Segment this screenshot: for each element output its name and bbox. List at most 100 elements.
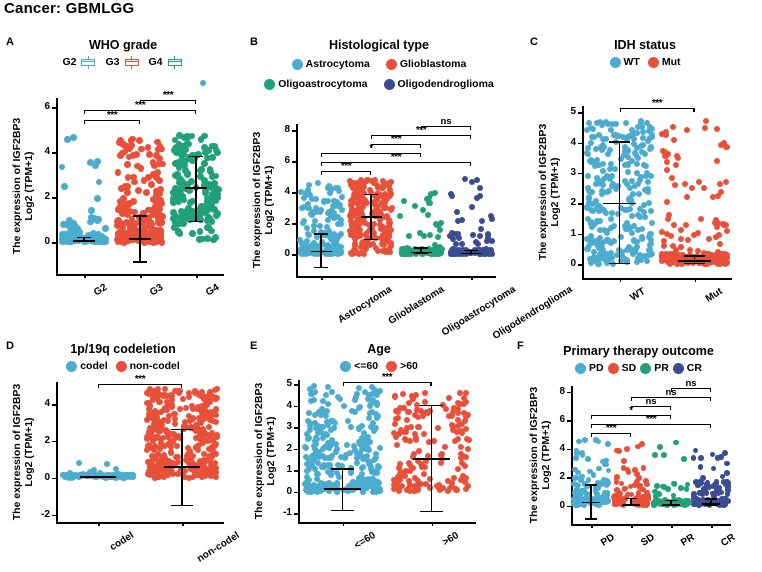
data-point	[122, 230, 130, 238]
data-point	[200, 132, 208, 140]
data-point	[639, 142, 646, 149]
legend-label: G4	[148, 56, 163, 68]
data-point	[325, 216, 332, 223]
data-point	[138, 219, 145, 227]
median-errorbar	[678, 255, 711, 265]
data-point	[201, 429, 208, 436]
median-errorbar	[128, 215, 152, 263]
legend-color-swatch-icon	[647, 56, 659, 68]
data-point	[473, 177, 480, 184]
data-point	[351, 236, 358, 243]
data-point	[391, 429, 398, 436]
figure-title: Cancer: GBMLGG	[4, 0, 135, 17]
data-point	[725, 484, 731, 490]
y-tick	[52, 107, 56, 109]
legend-item-g4[interactable]: G4	[148, 55, 184, 69]
data-point	[305, 186, 312, 193]
data-point	[145, 400, 152, 407]
legend-item-codel[interactable]: codel	[66, 360, 108, 372]
data-point	[121, 234, 129, 242]
data-point	[307, 426, 314, 433]
data-point	[641, 187, 648, 194]
data-point	[411, 245, 418, 252]
data-point	[304, 473, 311, 480]
data-point	[155, 434, 162, 441]
data-point	[584, 184, 591, 191]
data-point	[591, 253, 598, 260]
data-point	[622, 177, 629, 184]
data-point	[145, 206, 152, 214]
legend-item-non-codel[interactable]: non-codel	[115, 360, 180, 372]
data-point	[605, 467, 612, 474]
data-point	[158, 422, 165, 429]
data-point	[603, 461, 609, 468]
data-point	[184, 207, 192, 215]
data-point	[157, 186, 165, 194]
data-point	[173, 148, 180, 156]
data-point	[459, 452, 466, 459]
legend-item-astrocytoma[interactable]: Astrocytoma	[291, 58, 370, 70]
data-point	[349, 181, 356, 188]
legend-item-glioblastoma[interactable]: Glioblastoma	[385, 58, 466, 70]
data-point	[663, 131, 670, 138]
y-tick	[567, 391, 571, 394]
data-point	[176, 219, 184, 227]
legend-item--60[interactable]: <=60	[340, 360, 378, 372]
x-tick	[371, 276, 373, 280]
legend-item-pd[interactable]: PD	[575, 362, 604, 374]
data-point	[713, 216, 720, 223]
legend-item-cr[interactable]: CR	[672, 362, 702, 374]
legend-item-g2[interactable]: G2	[62, 55, 98, 69]
data-point	[182, 157, 190, 165]
data-point	[458, 430, 465, 437]
data-point	[674, 153, 681, 160]
legend-item-g3[interactable]: G3	[105, 55, 141, 69]
data-point	[480, 247, 487, 254]
data-point	[359, 192, 366, 199]
data-point	[686, 247, 693, 254]
data-point	[381, 204, 388, 211]
legend-item-wt[interactable]: WT	[609, 56, 640, 68]
data-point	[70, 219, 77, 227]
data-point	[366, 241, 373, 248]
data-point	[171, 136, 179, 144]
data-point	[400, 428, 407, 435]
data-point	[593, 157, 600, 164]
data-point	[652, 498, 659, 505]
data-point	[649, 126, 656, 133]
legend-item-mut[interactable]: Mut	[647, 56, 681, 68]
y-tick-label: 5	[286, 378, 292, 390]
data-point	[590, 208, 597, 215]
data-point	[349, 223, 356, 230]
data-point	[476, 192, 483, 199]
data-point	[212, 440, 219, 447]
data-point	[189, 212, 197, 220]
data-point	[313, 205, 320, 212]
legend-boxplot-icon	[122, 55, 141, 69]
data-point	[117, 137, 125, 145]
data-point	[689, 255, 696, 262]
legend-item-oligodendroglioma[interactable]: Oligodendroglioma	[383, 78, 494, 90]
data-point	[297, 237, 304, 244]
data-point	[317, 223, 324, 230]
median-errorbar	[410, 247, 432, 255]
data-point	[304, 467, 311, 474]
legend-boxplot-icon	[79, 55, 98, 69]
y-tick	[294, 384, 298, 386]
data-point	[581, 437, 588, 443]
legend-item-pr[interactable]: PR	[640, 362, 669, 374]
legend-item-oligoastrocytoma[interactable]: Oligoastrocytoma	[264, 78, 368, 90]
data-point	[702, 256, 709, 263]
data-point	[185, 140, 193, 148]
y-axis-label-line1: The expression of IGF2BP3	[537, 123, 549, 261]
y-tick	[578, 233, 582, 236]
legend-item--60[interactable]: >60	[386, 360, 418, 372]
data-point	[590, 159, 597, 166]
data-point	[372, 235, 379, 242]
data-point	[207, 457, 214, 464]
data-point	[405, 400, 412, 407]
legend-item-sd[interactable]: SD	[607, 362, 636, 374]
data-point	[313, 440, 320, 447]
data-point	[185, 413, 192, 420]
data-point	[315, 246, 322, 253]
